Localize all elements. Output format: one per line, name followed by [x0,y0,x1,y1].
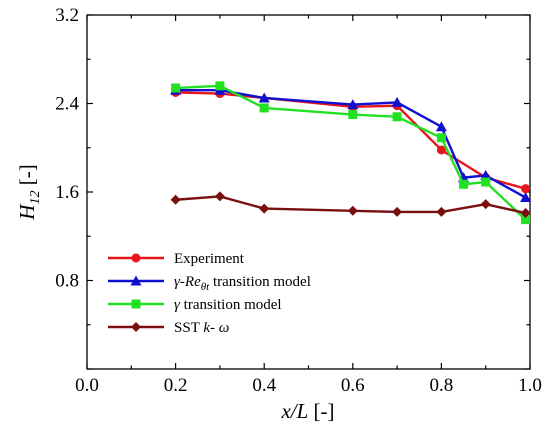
plot-frame [86,14,531,370]
x-tick-label: 0.4 [252,375,276,396]
x-tick-label: 0.0 [75,375,99,396]
legend-label: Experiment [174,251,245,267]
legend: Experiment γ-Reθt transition model γ trans… [108,251,311,336]
data-point [347,205,358,216]
y-tick-label: 0.8 [55,271,79,292]
data-point [436,206,447,217]
legend-item: SST k- ω [108,320,229,336]
legend-item: γ-Reθt transition model [108,274,311,293]
data-point [348,110,358,120]
data-point [259,203,270,214]
data-point [435,121,447,132]
data-point [521,184,531,194]
data-point [459,179,469,189]
legend-label: γ-Reθt transition model [174,274,311,293]
x-tick-label: 0.6 [341,375,365,396]
x-tick-label: 0.8 [430,375,454,396]
x-tick-label: 1.0 [518,375,542,396]
legend-swatch-marker [131,322,141,332]
legend-swatch-marker [131,299,141,309]
data-point [480,199,491,210]
data-point [258,92,270,103]
data-point [391,96,403,107]
data-point [347,99,359,110]
legend-label: SST k- ω [174,320,229,336]
data-point [259,103,269,113]
data-point [214,191,225,202]
series-line [175,195,526,215]
legend-swatch-marker [131,253,141,263]
axis-ticks [86,14,531,370]
legend-label: γ transition model [174,297,282,313]
legend-swatch-marker [130,275,142,286]
data-point [520,208,531,219]
series-3 [170,191,531,219]
series-2 [171,81,531,225]
tick-labels: 0.0 0.2 0.4 0.6 0.8 1.0 0.8 1.6 2.4 3.2 [55,5,542,396]
data-point [170,194,181,205]
data-point [392,206,403,217]
data-point [521,215,531,225]
y-axis-label: H12 [-] [15,164,43,220]
data-point [520,192,532,203]
legend-item: Experiment [108,251,245,267]
series-1 [170,84,532,203]
data-point [215,81,225,91]
x-tick-label: 0.2 [164,375,188,396]
legend-item: γ transition model [108,297,282,313]
data-point [481,177,491,187]
y-tick-label: 1.6 [55,182,79,203]
data-point [436,133,446,143]
series-layer [170,81,532,225]
y-tick-label: 3.2 [55,5,79,26]
y-tick-label: 2.4 [55,94,79,115]
data-point [171,83,181,93]
data-point [480,169,492,180]
data-point [436,145,446,155]
data-point [392,112,402,122]
x-axis-label: x/L [-] [280,399,334,423]
